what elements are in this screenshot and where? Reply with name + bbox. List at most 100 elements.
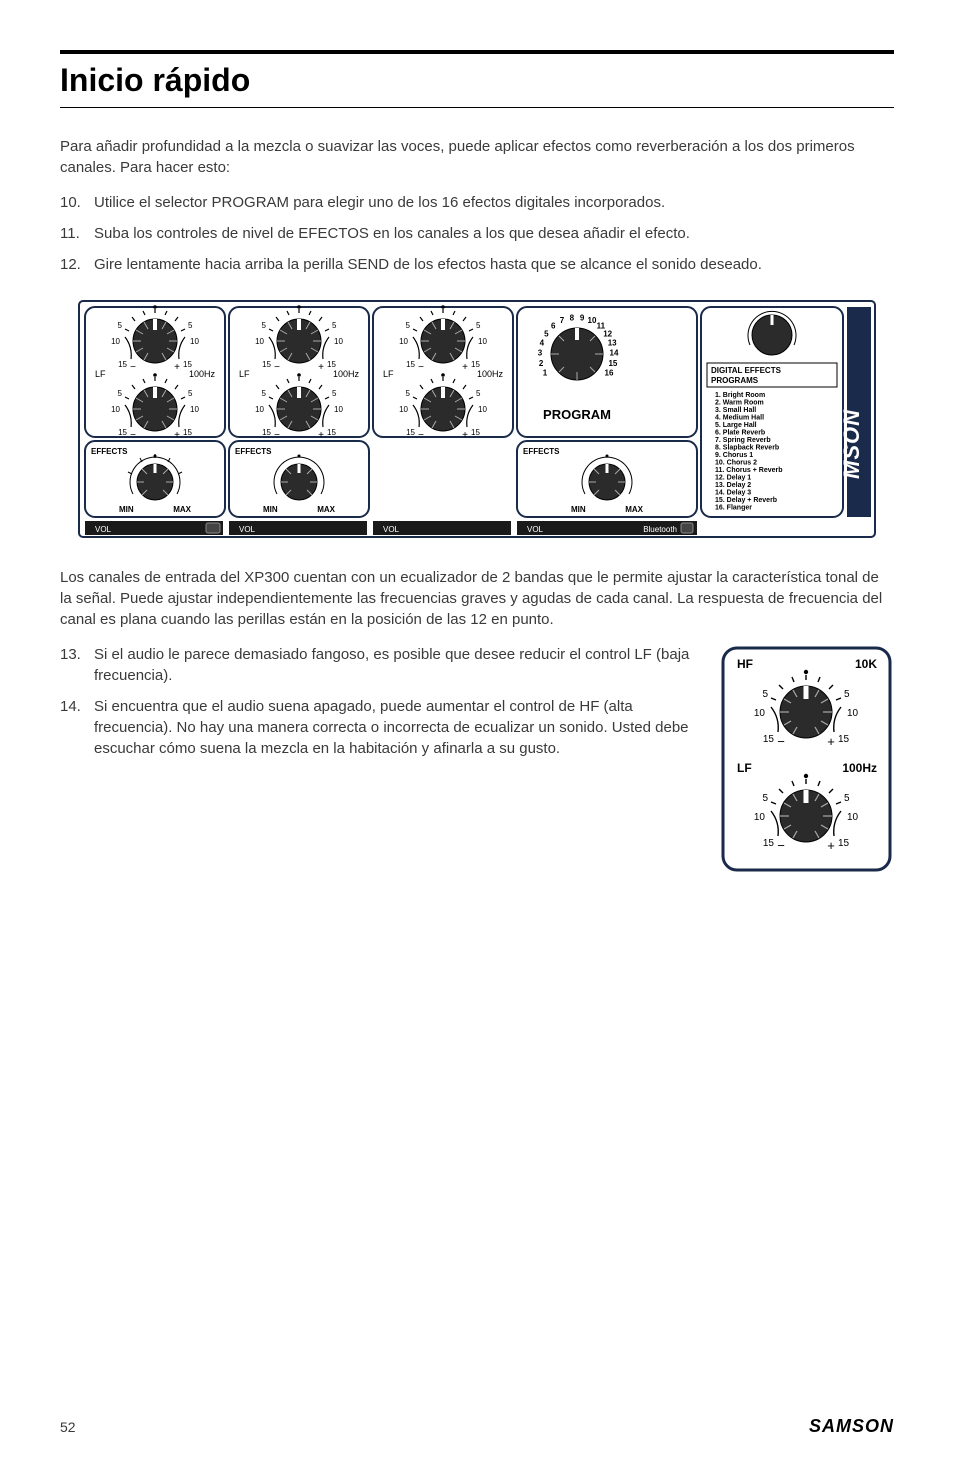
eq-paragraph: Los canales de entrada del XP300 cuentan… <box>60 567 894 630</box>
svg-text:7. Spring Reverb: 7. Spring Reverb <box>715 437 771 444</box>
svg-text:9: 9 <box>580 313 585 322</box>
step-num: 11. <box>60 223 94 244</box>
svg-text:MSON: MSON <box>839 409 864 479</box>
svg-text:10. Chorus 2: 10. Chorus 2 <box>715 460 757 467</box>
step-12: 12. Gire lentamente hacia arriba la peri… <box>60 254 894 275</box>
mixer-svg: 5 10 15 5 10 15 − + <box>77 299 877 539</box>
svg-text:16: 16 <box>605 369 614 378</box>
svg-text:PROGRAMS: PROGRAMS <box>711 376 759 385</box>
svg-text:10: 10 <box>847 812 859 823</box>
svg-text:4. Medium Hall: 4. Medium Hall <box>715 415 764 422</box>
svg-text:15: 15 <box>608 359 617 368</box>
svg-text:15: 15 <box>838 838 850 849</box>
svg-text:VOL: VOL <box>527 525 544 534</box>
svg-text:MAX: MAX <box>173 505 191 514</box>
svg-text:+: + <box>827 838 835 853</box>
svg-text:2: 2 <box>539 359 544 368</box>
svg-text:100Hz: 100Hz <box>477 369 504 379</box>
svg-text:Bluetooth: Bluetooth <box>643 525 677 534</box>
svg-text:6: 6 <box>551 322 556 331</box>
svg-text:11. Chorus + Reverb: 11. Chorus + Reverb <box>715 467 783 474</box>
svg-text:100Hz: 100Hz <box>189 369 216 379</box>
svg-text:MIN: MIN <box>571 505 586 514</box>
svg-text:10: 10 <box>847 708 859 719</box>
svg-text:100Hz: 100Hz <box>842 761 877 775</box>
svg-text:15: 15 <box>763 734 775 745</box>
step-num: 14. <box>60 696 94 759</box>
svg-text:MAX: MAX <box>625 505 643 514</box>
svg-text:5: 5 <box>762 793 768 804</box>
step-11: 11. Suba los controles de nivel de EFECT… <box>60 223 894 244</box>
page-number: 52 <box>60 1419 76 1435</box>
brand-logo: SAMSON <box>809 1416 894 1437</box>
step-text: Gire lentamente hacia arriba la perilla … <box>94 254 894 275</box>
title-rule-bottom <box>60 107 894 108</box>
svg-text:1. Bright Room: 1. Bright Room <box>715 392 765 399</box>
svg-text:10: 10 <box>754 812 766 823</box>
svg-text:5: 5 <box>544 329 549 338</box>
svg-text:5. Large Hall: 5. Large Hall <box>715 422 757 429</box>
svg-text:15: 15 <box>838 734 850 745</box>
svg-text:DIGITAL EFFECTS: DIGITAL EFFECTS <box>711 366 782 375</box>
svg-text:12. Delay 1: 12. Delay 1 <box>715 475 751 482</box>
title-rule-top <box>60 50 894 54</box>
intro-paragraph: Para añadir profundidad a la mezcla o su… <box>60 136 894 178</box>
svg-text:15: 15 <box>763 838 775 849</box>
svg-text:LF: LF <box>239 369 250 379</box>
step-text: Si el audio le parece demasiado fangoso,… <box>94 644 699 686</box>
step-num: 10. <box>60 192 94 213</box>
svg-text:4: 4 <box>540 339 545 348</box>
step-text: Utilice el selector PROGRAM para elegir … <box>94 192 894 213</box>
svg-text:HF: HF <box>737 657 753 671</box>
svg-text:EFFECTS: EFFECTS <box>235 447 272 456</box>
svg-text:VOL: VOL <box>383 525 400 534</box>
page-title: Inicio rápido <box>60 62 894 99</box>
svg-text:MAX: MAX <box>317 505 335 514</box>
svg-text:100Hz: 100Hz <box>333 369 360 379</box>
step-text: Suba los controles de nivel de EFECTOS e… <box>94 223 894 244</box>
step-text: Si encuentra que el audio suena apagado,… <box>94 696 699 759</box>
svg-text:−: − <box>777 734 785 749</box>
svg-text:3. Small Hall: 3. Small Hall <box>715 407 756 414</box>
step-13: 13. Si el audio le parece demasiado fang… <box>60 644 699 686</box>
svg-text:16. Flanger: 16. Flanger <box>715 505 752 512</box>
step-14: 14. Si encuentra que el audio suena apag… <box>60 696 699 759</box>
svg-text:VOL: VOL <box>239 525 256 534</box>
svg-text:LF: LF <box>737 761 752 775</box>
svg-text:7: 7 <box>560 316 565 325</box>
svg-text:EFFECTS: EFFECTS <box>91 447 128 456</box>
svg-text:13. Delay 2: 13. Delay 2 <box>715 482 751 489</box>
mixer-diagram-wide: 5 10 15 5 10 15 − + <box>60 299 894 539</box>
svg-text:3: 3 <box>538 349 543 358</box>
svg-text:5: 5 <box>844 689 850 700</box>
svg-text:13: 13 <box>608 339 617 348</box>
svg-text:1: 1 <box>543 369 548 378</box>
svg-text:15. Delay + Reverb: 15. Delay + Reverb <box>715 497 777 504</box>
step-num: 12. <box>60 254 94 275</box>
svg-text:14. Delay 3: 14. Delay 3 <box>715 490 751 497</box>
svg-text:14: 14 <box>610 349 619 358</box>
svg-text:−: − <box>777 838 785 853</box>
page-footer: 52 SAMSON <box>60 1416 894 1437</box>
svg-text:8. Slapback Reverb: 8. Slapback Reverb <box>715 445 779 452</box>
svg-text:PROGRAM: PROGRAM <box>543 407 611 422</box>
svg-text:12: 12 <box>603 329 612 338</box>
svg-text:5: 5 <box>762 689 768 700</box>
svg-text:MIN: MIN <box>263 505 278 514</box>
step-10: 10. Utilice el selector PROGRAM para ele… <box>60 192 894 213</box>
svg-text:LF: LF <box>383 369 394 379</box>
svg-text:6. Plate Reverb: 6. Plate Reverb <box>715 430 765 437</box>
eq-diagram-small: HF 10K 5 10 15 5 10 15 <box>719 644 894 879</box>
svg-text:VOL: VOL <box>95 525 112 534</box>
step-num: 13. <box>60 644 94 686</box>
svg-text:MIN: MIN <box>119 505 134 514</box>
svg-text:9. Chorus 1: 9. Chorus 1 <box>715 452 753 459</box>
svg-text:+: + <box>827 734 835 749</box>
svg-text:8: 8 <box>570 313 575 322</box>
svg-text:5: 5 <box>844 793 850 804</box>
svg-text:10K: 10K <box>855 657 877 671</box>
svg-text:10: 10 <box>754 708 766 719</box>
svg-text:2. Warm Room: 2. Warm Room <box>715 400 764 407</box>
svg-text:LF: LF <box>95 369 106 379</box>
svg-text:EFFECTS: EFFECTS <box>523 447 560 456</box>
